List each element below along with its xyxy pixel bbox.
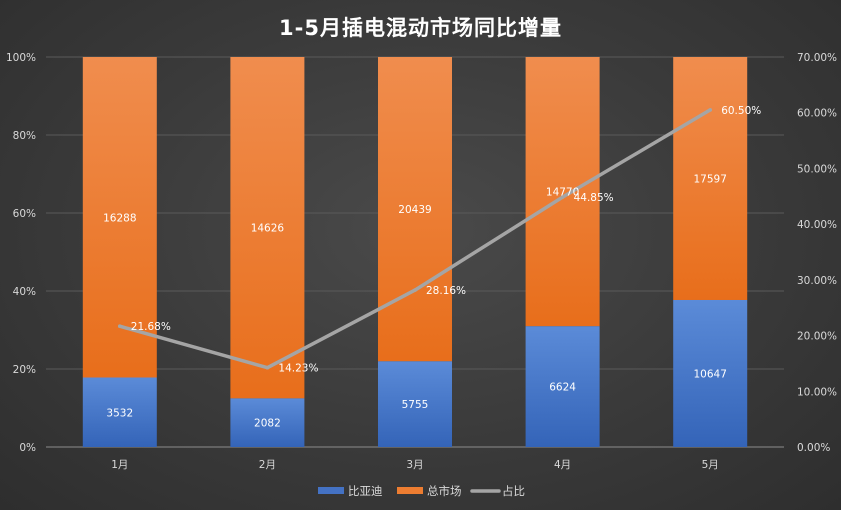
point-占比 [560,195,565,199]
right-axis-tick-label: 20.00% [797,331,837,343]
left-axis-tick-label: 60% [13,208,36,220]
right-axis-tick-label: 30.00% [797,275,837,287]
point-占比 [265,365,270,370]
bar-比亚迪 [82,377,157,447]
category-label: 4月 [554,459,571,471]
right-axis-tick-label: 10.00% [797,386,837,398]
chart-title: 1-5月插电混动市场同比增量 [279,16,562,40]
point-占比 [413,288,417,292]
legend-label: 占比 [502,484,525,498]
legend-swatch [318,487,344,494]
category-label: 2月 [259,459,276,471]
bar-比亚迪 [230,398,305,447]
data-label-比亚迪: 2082 [254,418,281,430]
data-label-占比: 44.85% [574,192,614,204]
category-label: 5月 [702,459,719,471]
right-axis-tick-label: 0.00% [797,442,830,454]
data-label-比亚迪: 3532 [106,407,133,419]
right-axis-tick-label: 70.00% [797,52,837,64]
bar-比亚迪 [378,361,452,447]
right-axis-tick-label: 60.00% [797,108,837,120]
right-axis-tick-label: 50.00% [797,163,837,175]
bar-比亚迪 [525,326,600,447]
data-label-占比: 21.68% [131,321,171,333]
data-label-占比: 60.50% [721,105,761,117]
legend-label: 总市场 [427,484,462,498]
legend-swatch [397,487,423,494]
data-label-总市场: 20439 [398,204,431,216]
point-占比 [708,108,712,112]
left-axis-tick-label: 80% [13,130,36,142]
legend-label: 比亚迪 [348,484,383,498]
bar-总市场 [673,57,748,300]
bar-总市场 [230,57,305,399]
data-label-比亚迪: 6624 [549,382,576,394]
data-label-总市场: 14770 [546,187,579,199]
right-axis-tick-label: 40.00% [797,219,837,231]
left-axis-tick-label: 0% [19,442,36,454]
left-axis-tick-label: 100% [6,52,36,64]
left-axis-tick-label: 40% [13,286,36,298]
data-label-总市场: 17597 [693,173,726,185]
data-label-比亚迪: 10647 [693,368,726,380]
data-label-总市场: 14626 [251,223,285,235]
category-label: 1月 [111,459,128,471]
bar-总市场 [378,57,452,362]
data-label-占比: 14.23% [278,363,318,375]
data-label-总市场: 16288 [103,212,136,224]
left-axis-tick-label: 20% [13,364,36,376]
data-label-比亚迪: 5755 [402,399,429,411]
data-label-占比: 28.16% [426,285,466,297]
point-占比 [118,324,122,329]
bar-总市场 [82,57,157,378]
bar-比亚迪 [673,299,748,447]
category-label: 3月 [406,459,423,471]
bar-总市场 [525,57,600,327]
